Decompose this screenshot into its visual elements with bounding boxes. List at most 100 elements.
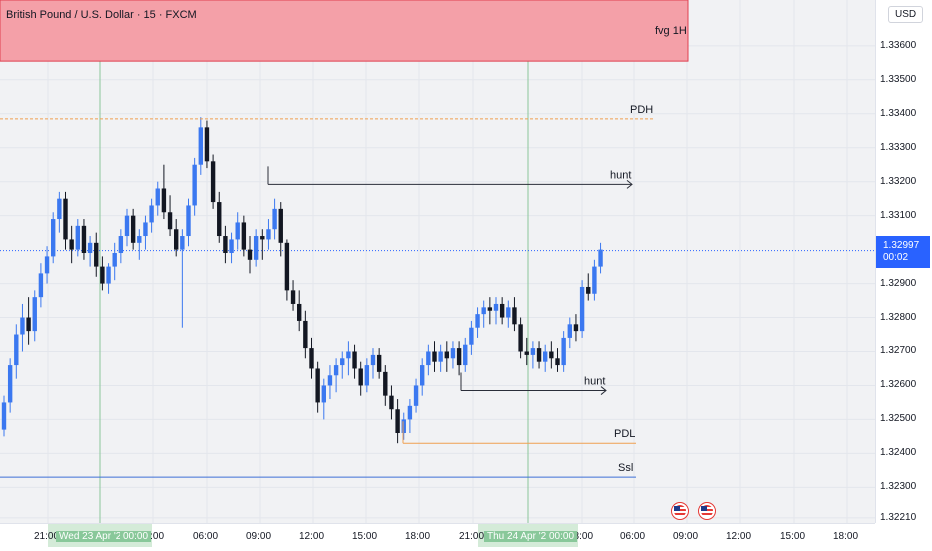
candle-body	[253, 236, 259, 260]
time-tick: 21:00	[459, 531, 485, 542]
candle-body	[327, 375, 333, 386]
candle-body	[210, 161, 216, 203]
candle-body	[303, 320, 308, 349]
level-label: PDL	[614, 428, 635, 440]
candle-body	[155, 188, 160, 206]
candle-body	[149, 205, 154, 223]
candle-body	[426, 351, 431, 366]
candle-body	[223, 236, 228, 254]
currency-button[interactable]: USD	[888, 6, 924, 23]
candle-body	[346, 351, 351, 359]
time-tick: 12:00	[299, 531, 325, 542]
candle-body	[598, 249, 603, 267]
candle-body	[567, 324, 572, 338]
candle-body	[217, 202, 222, 237]
symbol-title[interactable]: British Pound / U.S. Dollar · 15 · FXCM	[6, 9, 197, 21]
candle-body	[432, 351, 437, 362]
candle-body	[555, 358, 560, 366]
candle-body	[499, 303, 505, 318]
time-tick: 03:00	[568, 531, 594, 542]
price-tick: 1.33400	[880, 107, 917, 119]
arrow-icon	[626, 180, 633, 189]
time-tick: 06:00	[193, 531, 219, 542]
candle-body	[106, 266, 111, 284]
time-tick: 03:00	[139, 531, 165, 542]
us-flag-icon[interactable]	[698, 502, 716, 520]
candle-body	[44, 256, 50, 274]
candle-body	[481, 307, 486, 315]
candle-body	[506, 307, 511, 318]
candle-body	[94, 242, 99, 267]
candle-body	[389, 395, 394, 410]
candle-body	[376, 354, 382, 372]
candle-body	[315, 368, 320, 403]
candle-body	[38, 273, 44, 298]
candle-body	[352, 351, 357, 369]
candle-body	[383, 371, 388, 396]
candle-body	[297, 303, 302, 321]
price-tick: 1.32800	[880, 311, 917, 323]
price-tick: 1.32500	[880, 413, 917, 425]
candle-body	[358, 368, 363, 386]
time-tick: 12:00	[726, 531, 752, 542]
arrow-icon	[600, 386, 607, 395]
date-tag-time: 00:00	[546, 531, 578, 542]
candle-body	[321, 385, 326, 403]
candlestick-chart[interactable]: PDH hunt hunt PDL Ssl fvg 1H	[0, 0, 875, 523]
candle-body	[278, 208, 283, 243]
fvg-zone	[0, 0, 689, 62]
bar-countdown: 00:02	[883, 252, 909, 263]
time-tick: 15:00	[780, 531, 806, 542]
candle-body	[7, 365, 13, 403]
candle-body	[579, 286, 585, 332]
candle-body	[420, 365, 425, 386]
candle-body	[51, 219, 56, 257]
chart-plot-area[interactable]: PDH hunt hunt PDL Ssl fvg 1H	[0, 0, 875, 523]
candle-body	[124, 215, 130, 237]
price-tick: 1.32700	[880, 345, 917, 357]
time-tick: 06:00	[620, 531, 646, 542]
last-price-value: 1.32997	[883, 240, 920, 251]
time-tick: 18:00	[405, 531, 431, 542]
price-tick: 1.32400	[880, 447, 917, 459]
candle-body	[309, 348, 314, 369]
time-tick: 15:00	[352, 531, 378, 542]
time-tick: 09:00	[673, 531, 699, 542]
candle-body	[143, 222, 148, 237]
candle-body	[186, 205, 191, 237]
date-tag-time: 00:00	[120, 531, 152, 542]
candle-body	[87, 242, 93, 254]
candle-body	[118, 236, 124, 254]
candle-body	[524, 351, 529, 355]
candle-body	[401, 419, 406, 434]
candle-body	[487, 307, 493, 311]
candle-body	[333, 365, 339, 376]
candle-body	[475, 314, 480, 328]
candle-body	[438, 351, 443, 362]
candle-body	[561, 337, 566, 366]
axis-corner	[875, 523, 932, 550]
time-tick: 21:00	[34, 531, 60, 542]
level-label: hunt	[584, 376, 605, 388]
candle-body	[284, 242, 290, 291]
candle-body	[530, 348, 536, 355]
candle-body	[198, 127, 203, 165]
time-tick: 18:00	[833, 531, 859, 542]
candle-body	[112, 253, 117, 267]
fvg-label: fvg 1H	[655, 25, 687, 37]
candle-body	[260, 236, 265, 240]
candle-body	[32, 297, 37, 332]
candle-body	[364, 365, 370, 386]
candle-body	[130, 215, 136, 243]
candle-body	[512, 307, 517, 325]
us-flag-icon[interactable]	[671, 502, 689, 520]
candle-body	[137, 236, 142, 243]
candle-body	[518, 324, 523, 352]
candle-body	[167, 212, 173, 230]
date-tag-wed: Wed 23 Apr '25	[56, 531, 130, 542]
candle-body	[63, 198, 68, 240]
candle-body	[180, 236, 185, 250]
candle-body	[592, 266, 597, 294]
date-tag-thu: Thu 24 Apr '25	[484, 531, 555, 542]
price-tick: 1.33200	[880, 175, 917, 187]
